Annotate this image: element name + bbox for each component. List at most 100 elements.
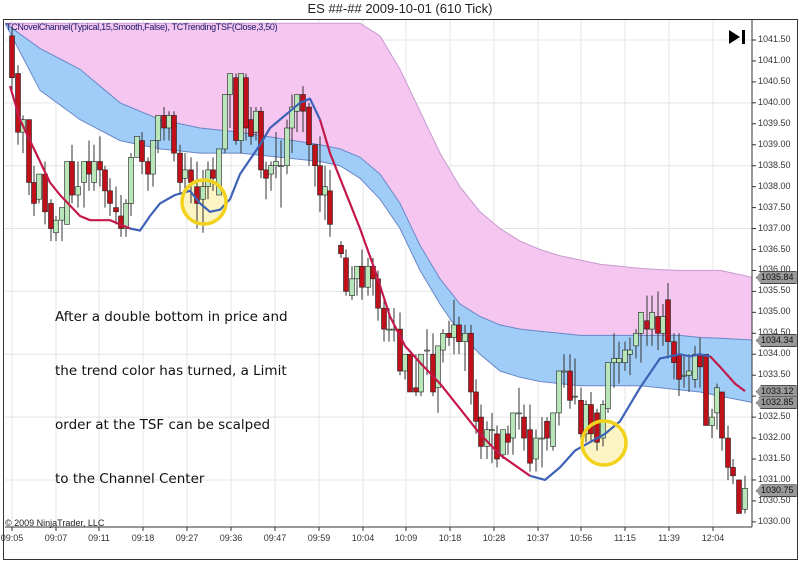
indicator-label: TCNovelChannel(Typical,15,Smooth,False),… xyxy=(6,22,278,32)
price-tick-label: 1032.00 xyxy=(758,432,791,443)
candle-up xyxy=(440,332,446,351)
candle-down xyxy=(97,161,103,171)
candle-up xyxy=(533,437,539,460)
chart-frame xyxy=(3,19,798,560)
candle-down xyxy=(697,353,703,368)
time-tick-label: 10:28 xyxy=(482,533,506,543)
candle-up xyxy=(75,186,81,196)
highlight-fill xyxy=(182,180,226,224)
tsf-line-down xyxy=(318,119,531,477)
price-tick-label: 1041.00 xyxy=(758,54,791,65)
candle-down xyxy=(397,328,403,372)
candle-down xyxy=(644,320,650,330)
price-tick-label: 1032.50 xyxy=(758,411,791,422)
candle-up xyxy=(539,437,545,440)
candle-down xyxy=(527,429,533,464)
price-tick-label: 1038.50 xyxy=(758,159,791,170)
price-tick-label: 1038.00 xyxy=(758,180,791,191)
candle-down xyxy=(494,433,500,460)
candle-up xyxy=(365,265,371,288)
candle-up xyxy=(205,169,211,187)
candle-down xyxy=(567,370,573,401)
candle-up xyxy=(622,349,628,363)
price-tick-label: 1037.50 xyxy=(758,201,791,212)
price-marker: 1034.34 xyxy=(756,334,797,347)
candle-up xyxy=(216,148,222,196)
candle-up xyxy=(123,203,129,229)
price-tick-label: 1030.50 xyxy=(758,494,791,505)
candle-up xyxy=(128,157,134,204)
candle-down xyxy=(15,73,21,133)
candle-down xyxy=(719,391,725,439)
candle-down xyxy=(588,404,594,435)
candle-up xyxy=(561,370,567,373)
candle-up xyxy=(435,345,441,389)
annotation-line: After a double bottom in price and xyxy=(55,309,288,325)
time-tick-label: 09:36 xyxy=(219,533,243,543)
chart-window-title: ES ##-## 2009-10-01 (610 Tick) xyxy=(307,1,493,16)
candle-up xyxy=(742,488,748,510)
candle-down xyxy=(26,119,32,183)
annotation-line: to the Channel Center xyxy=(55,471,205,487)
candle-up xyxy=(155,115,161,141)
candle-up xyxy=(386,328,392,331)
candle-down xyxy=(42,173,48,213)
candle-up xyxy=(692,353,698,380)
candle-up xyxy=(638,312,644,334)
channel-lower-line xyxy=(5,22,752,403)
copyright-notice: © 2009 NinjaTrader, LLC xyxy=(5,518,105,528)
price-tick-label: 1035.50 xyxy=(758,285,791,296)
price-tick-label: 1040.00 xyxy=(758,96,791,107)
price-tick-label: 1035.00 xyxy=(758,306,791,317)
price-tick-label: 1033.50 xyxy=(758,369,791,380)
candle-down xyxy=(544,420,550,439)
candle-up xyxy=(572,395,578,398)
candle-up xyxy=(402,353,408,372)
time-tick-label: 09:18 xyxy=(131,533,155,543)
candle-up xyxy=(53,219,59,234)
price-tick-label: 1039.00 xyxy=(758,138,791,149)
candle-down xyxy=(578,400,584,435)
candle-down xyxy=(456,324,462,342)
candle-down xyxy=(381,307,387,330)
candle-down xyxy=(505,433,511,443)
candle-down xyxy=(736,479,742,514)
candle-down xyxy=(594,412,600,443)
time-tick-label: 09:11 xyxy=(88,533,110,543)
channel-upper-line xyxy=(5,22,752,278)
candle-down xyxy=(86,161,92,175)
candle-up xyxy=(349,278,355,296)
candle-down xyxy=(407,353,413,393)
candle-down xyxy=(473,391,479,422)
candle-up xyxy=(91,161,97,183)
candle-up xyxy=(81,161,87,183)
candle-up xyxy=(516,412,522,415)
time-tick-label: 09:47 xyxy=(263,533,287,543)
candle-down xyxy=(9,35,15,79)
candle-down xyxy=(676,353,682,380)
price-tick-label: 1034.50 xyxy=(758,327,791,338)
candle-down xyxy=(671,341,677,363)
candle-down xyxy=(521,416,527,439)
candle-down xyxy=(248,119,254,137)
scroll-to-end-button[interactable] xyxy=(727,28,747,46)
candle-down xyxy=(107,190,113,204)
candle-down xyxy=(48,203,54,229)
candle-down xyxy=(730,467,736,477)
candle-up xyxy=(451,324,457,338)
price-tick-label: 1031.00 xyxy=(758,473,791,484)
candle-up xyxy=(660,316,666,334)
price-tick-label: 1039.50 xyxy=(758,117,791,128)
candle-up xyxy=(424,349,430,352)
candle-up xyxy=(709,416,715,426)
time-tick-label: 09:07 xyxy=(44,533,68,543)
candle-up xyxy=(649,312,655,330)
candle-up xyxy=(36,173,42,200)
candle-down xyxy=(139,140,145,162)
price-marker: 1035.84 xyxy=(756,271,797,285)
candle-down xyxy=(312,144,318,167)
price-tick-label: 1041.50 xyxy=(758,34,791,44)
candle-down xyxy=(102,169,108,192)
candle-down xyxy=(171,115,177,154)
